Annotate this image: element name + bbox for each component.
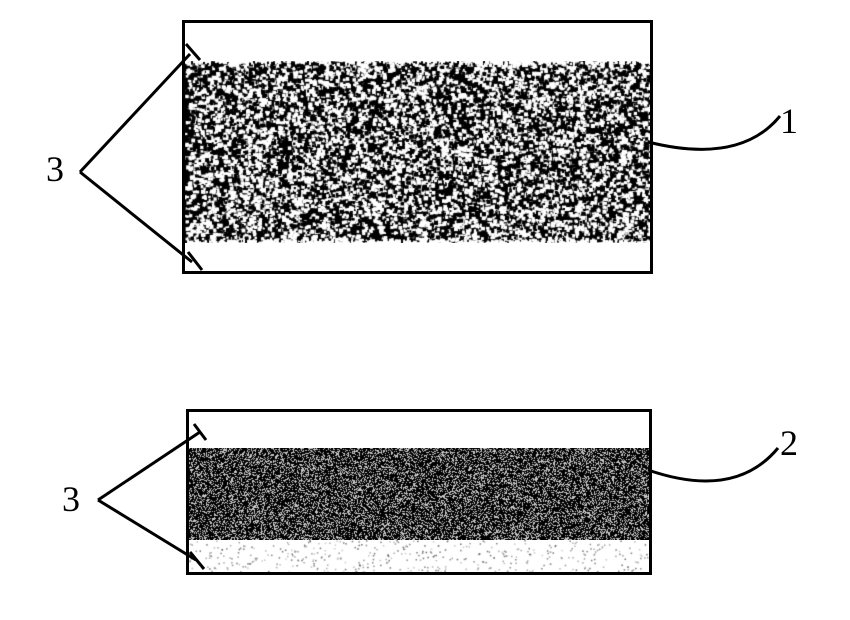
diagram-container: 1 2 3 3 — [0, 0, 850, 620]
label-3-top: 3 — [46, 148, 64, 190]
block-2-texture — [189, 448, 649, 540]
block-2 — [186, 409, 652, 575]
label-3-bottom: 3 — [62, 478, 80, 520]
block-1 — [182, 20, 653, 274]
block-1-texture — [185, 61, 650, 243]
label-2: 2 — [780, 422, 798, 464]
label-1: 1 — [780, 100, 798, 142]
